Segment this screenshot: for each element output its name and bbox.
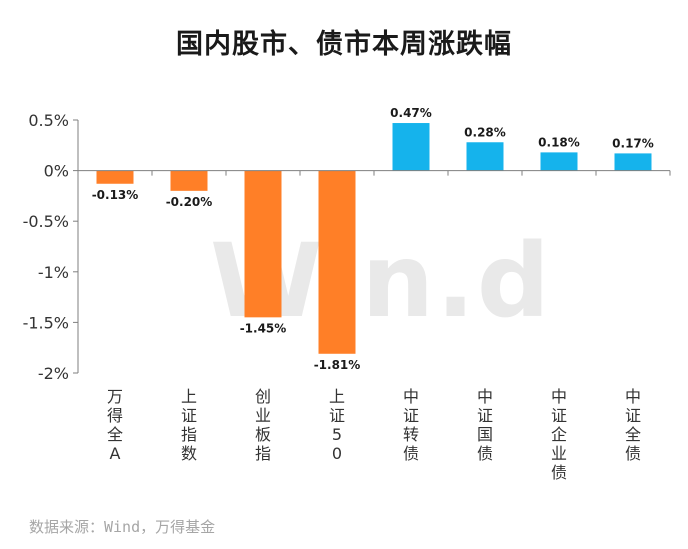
data-label: -1.81% bbox=[314, 358, 361, 372]
data-label: 0.28% bbox=[464, 125, 506, 139]
y-tick-label: -1.5% bbox=[23, 313, 69, 332]
y-tick-label: -2% bbox=[38, 364, 69, 383]
data-source-note: 数据来源：Wind，万得基金 bbox=[29, 518, 216, 536]
category-label: 上证 5 0 bbox=[329, 387, 345, 463]
chart-title: 国内股市、债市本周涨跌幅 bbox=[176, 29, 512, 60]
bar bbox=[392, 123, 430, 171]
category-label: 万得全 A bbox=[107, 387, 123, 463]
data-label: -0.13% bbox=[92, 188, 139, 202]
bar bbox=[318, 170, 356, 354]
category-label: 中证转债 bbox=[403, 387, 419, 463]
y-tick-label: 0.5% bbox=[28, 111, 69, 130]
data-label: 0.18% bbox=[538, 135, 580, 149]
bar bbox=[540, 152, 578, 171]
data-label: 0.47% bbox=[390, 106, 432, 120]
y-tick-label: -1% bbox=[38, 263, 69, 282]
bar bbox=[170, 170, 208, 191]
y-tick-label: -0.5% bbox=[23, 212, 69, 231]
category-label: 中证全债 bbox=[625, 387, 641, 463]
data-label: -1.45% bbox=[240, 321, 287, 335]
bar bbox=[614, 153, 652, 171]
category-label: 上证指数 bbox=[181, 387, 197, 463]
bar bbox=[466, 142, 504, 171]
bar bbox=[96, 170, 134, 184]
y-tick-label: 0% bbox=[44, 162, 69, 181]
data-label: -0.20% bbox=[166, 195, 213, 209]
category-label: 中证国债 bbox=[477, 387, 493, 463]
category-label: 中证企业债 bbox=[551, 387, 567, 482]
data-label: 0.17% bbox=[612, 136, 654, 150]
category-label: 创业板指 bbox=[255, 387, 271, 463]
bar bbox=[244, 170, 282, 318]
